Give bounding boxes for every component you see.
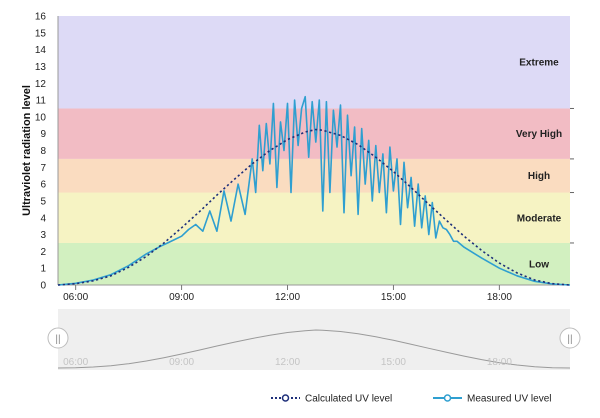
band-high (58, 158, 570, 193)
band-extreme (58, 16, 570, 109)
y-tick-label-15: 15 (35, 28, 47, 39)
risk-bands (58, 16, 570, 285)
series-measured-uv-level (57, 95, 571, 286)
band-moderate (58, 192, 570, 243)
y-tick-label-0: 0 (40, 281, 46, 292)
y-tick-label-11: 11 (36, 96, 47, 107)
y-tick-label-10: 10 (35, 112, 47, 123)
band-label-high: High (528, 171, 550, 182)
legend-item-calculated-uv-level-swatch-marker (281, 394, 290, 402)
navigator-tick-18-00: 18:00 (487, 357, 512, 368)
y-tick-label-2: 2 (40, 247, 46, 258)
y-tick-label-4: 4 (40, 213, 46, 224)
navigator[interactable]: 06:00 09:00 12:00 15:00 18:00 || || (47, 309, 581, 370)
band-label-low: Low (529, 259, 549, 270)
navigator-tick-12-00: 12:00 (275, 357, 300, 368)
y-tick-label-12: 12 (35, 79, 47, 90)
y-tick-label-5: 5 (40, 196, 46, 207)
y-tick-label-7: 7 (40, 163, 46, 174)
x-tick-label-15-00: 15:00 (381, 292, 406, 303)
band-label-extreme: Extreme (519, 58, 559, 69)
y-axis-title: Ultraviolet radiation level (21, 85, 33, 216)
legend-item-calculated-uv-level[interactable]: Calculated UV level (271, 394, 392, 405)
y-tick-label-13: 13 (35, 62, 47, 73)
navigator-left-handle[interactable]: || (47, 327, 69, 349)
legend[interactable]: Calculated UV level Measured UV level (271, 394, 551, 405)
legend-item-measured-uv-level-label: Measured UV level (467, 394, 551, 405)
navigator-tick-15-00: 15:00 (381, 357, 406, 368)
series-layer (57, 95, 571, 286)
navigator-tick-09-00: 09:00 (169, 357, 194, 368)
band-label-very-high: Very High (516, 129, 562, 140)
legend-item-measured-uv-level-swatch-marker (443, 394, 452, 402)
navigator-right-handle-circle[interactable] (559, 327, 581, 349)
series-calculated-uv-level (57, 128, 571, 286)
x-tick-label-06-00: 06:00 (63, 292, 88, 303)
band-label-moderate: Moderate (517, 213, 562, 224)
x-tick-label-18-00: 18:00 (487, 292, 512, 303)
y-tick-label-1: 1 (40, 264, 46, 275)
y-tick-label-8: 8 (40, 146, 46, 157)
navigator-right-handle-grip-icon: || (567, 334, 572, 345)
y-tick-label-9: 9 (40, 129, 46, 140)
x-tick-label-09-00: 09:00 (169, 292, 194, 303)
band-labels: Low Moderate High Very High Extreme (516, 58, 562, 271)
y-tick-label-14: 14 (35, 45, 47, 56)
y-tick-label-6: 6 (40, 180, 46, 191)
navigator-tick-06-00: 06:00 (63, 357, 88, 368)
legend-item-calculated-uv-level-label: Calculated UV level (305, 394, 392, 405)
band-low (58, 242, 570, 285)
legend-item-measured-uv-level[interactable]: Measured UV level (433, 394, 551, 405)
y-tick-label-16: 16 (35, 12, 47, 23)
y-tick-label-3: 3 (40, 230, 46, 241)
navigator-series (57, 329, 571, 369)
navigator-left-handle-circle[interactable] (47, 327, 69, 349)
navigator-right-handle[interactable]: || (559, 327, 581, 349)
x-tick-label-12-00: 12:00 (275, 292, 300, 303)
navigator-left-handle-grip-icon: || (55, 334, 60, 345)
